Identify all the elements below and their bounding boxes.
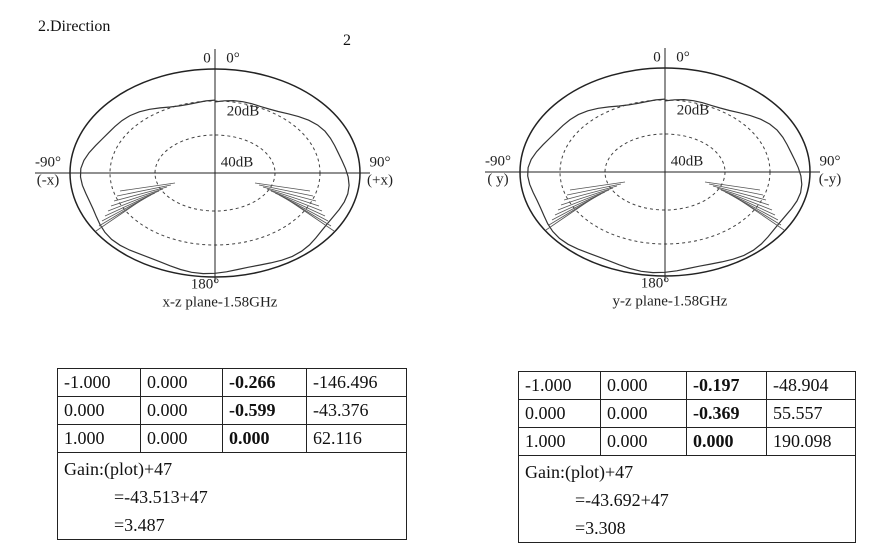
table-cell: 0.000 [140,424,223,453]
table-cell: 1.000 [57,424,141,453]
plot-label: 0 [653,49,661,65]
pattern [79,99,350,275]
table-cell: 55.557 [766,399,856,428]
table-row: Gain:(plot)+47 =-43.513+47 =3.487 [57,452,407,540]
table-cell: -146.496 [306,368,407,397]
table-cell: 62.116 [306,424,407,453]
pattern-spike [110,188,164,207]
gain-line: =3.308 [575,518,626,538]
table-row: 0.000 0.000 -0.369 55.557 [518,399,856,428]
table-cell: -43.376 [306,396,407,425]
plot-label: 180° [641,275,670,291]
pattern-spike [566,183,622,196]
pattern-spike [563,185,618,201]
pattern-spike [557,189,610,211]
pattern-spike [116,184,172,197]
table-cell: 0.000 [600,399,687,428]
table-cell: 0.000 [57,396,141,425]
pattern-spike [704,181,761,191]
table-cell: 0.000 [518,399,601,428]
plot-label: -90° [485,153,511,169]
table-cell: -0.266 [222,368,307,397]
table-cell: 1.000 [518,427,601,456]
page-number: 2 [343,32,351,49]
plot-label: 20dB [677,102,710,118]
pattern-spike [113,186,168,202]
table-cell: 190.098 [766,427,856,456]
table-row: -1.000 0.000 -0.266 -146.496 [57,368,407,397]
plot-label: ( y) [487,171,508,187]
plot-label: 90° [370,154,391,170]
section-title: 2.Direction [38,18,111,35]
pattern-spike [262,186,317,202]
plot-label: (-y) [819,171,842,187]
plots: 0 0° 20dB 40dB -90° (-x) 90° (+x) 180° x-z plane-… [35,48,842,310]
plot-label: (-x) [37,172,60,188]
gain-line: Gain:(plot)+47 [64,459,173,479]
table-cell: 0.000 [140,368,223,397]
plot-label: 0° [226,50,240,66]
gain-line: Gain:(plot)+47 [525,462,634,482]
table-row: Gain:(plot)+47 =-43.692+47 =3.308 [518,455,856,543]
gain-cell: Gain:(plot)+47 =-43.513+47 =3.487 [57,452,407,540]
data-table: -1.000 0.000 -0.197 -48.904 0.000 0.000 -0.369… [518,371,856,543]
gain-line: =-43.513+47 [114,487,208,507]
pattern-spike [119,182,176,192]
pattern-spike [270,190,323,212]
plot-label: 0° [676,49,690,65]
plot-label: 0 [203,50,211,66]
table-row: 0.000 0.000 -0.599 -43.376 [57,396,407,425]
table-row: 1.000 0.000 0.000 62.116 [57,424,407,453]
plot-label: 20dB [227,103,260,119]
pattern-spike [286,198,335,232]
table-cell: -1.000 [57,368,141,397]
table-cell: 0.000 [600,427,687,456]
pattern-spike [708,183,764,196]
pattern-spike [720,189,773,211]
table-cell: 0.000 [686,427,767,456]
data-table: -1.000 0.000 -0.266 -146.496 0.000 0.000 -0.59… [57,368,407,540]
plot-label: 180° [191,276,220,292]
gain-line: =-43.692+47 [575,490,669,510]
pattern-spike [569,181,626,191]
plot-label: 90° [820,153,841,169]
pattern-spike [95,198,144,232]
pattern-spike [266,188,320,207]
pattern-spike [560,187,614,206]
pattern-spike [716,187,770,206]
plot-label: 40dB [221,154,254,170]
table-cell: -0.369 [686,399,767,428]
table-cell: 0.000 [222,424,307,453]
gain-cell: Gain:(plot)+47 =-43.692+47 =3.308 [518,455,856,543]
pattern-spike [254,182,311,192]
plot-caption: x-z plane-1.58GHz [163,294,278,310]
pattern-spike [545,197,594,231]
plot-label: 40dB [671,153,704,169]
table-row: -1.000 0.000 -0.197 -48.904 [518,371,856,400]
pattern-spike [712,185,767,201]
pattern-spike [258,184,314,197]
plot-label: (+x) [367,172,393,188]
table-row: 1.000 0.000 0.000 190.098 [518,427,856,456]
pattern-spike [107,190,160,212]
table-cell: -0.197 [686,371,767,400]
gain-line: =3.487 [114,515,165,535]
table-cell: -0.599 [222,396,307,425]
pattern [527,98,803,274]
plot-caption: y-z plane-1.58GHz [613,293,728,309]
table-cell: -1.000 [518,371,601,400]
table-cell: -48.904 [766,371,856,400]
plot-label: -90° [35,154,61,170]
pattern-spike [736,197,785,231]
table-cell: 0.000 [140,396,223,425]
table-cell: 0.000 [600,371,687,400]
